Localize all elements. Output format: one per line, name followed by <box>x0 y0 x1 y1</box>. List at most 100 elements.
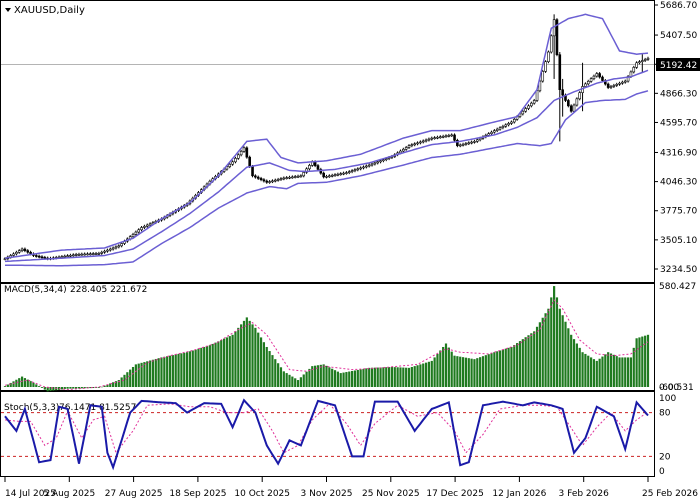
macd-bar <box>436 353 439 387</box>
candle-body <box>638 61 641 64</box>
macd-bar <box>49 387 52 391</box>
candle-body <box>26 250 30 253</box>
macd-bar <box>578 347 581 387</box>
macd-bar <box>453 355 456 387</box>
candle-body <box>80 253 84 256</box>
stoch-tick-label: 0 <box>659 467 665 477</box>
macd-bar <box>262 342 266 387</box>
candle-body <box>592 75 596 80</box>
macd-bar <box>225 337 229 387</box>
candle-body <box>234 158 237 163</box>
candle-body <box>148 223 152 226</box>
macd-bar <box>271 355 274 387</box>
macd-bar <box>294 378 297 387</box>
candle-body <box>15 251 18 255</box>
macd-bar <box>200 347 203 387</box>
macd-bar <box>137 363 140 387</box>
candle-body <box>63 255 67 258</box>
macd-bar <box>513 345 516 387</box>
candle-body <box>507 123 510 126</box>
candle-body <box>510 121 513 124</box>
macd-bar <box>268 351 271 387</box>
macd-bar <box>257 332 260 387</box>
macd-bar <box>231 334 234 387</box>
bollinger-upper-band <box>4 13 649 259</box>
candle-body <box>37 255 41 258</box>
candle-body <box>370 163 374 166</box>
candle-body <box>530 102 533 107</box>
macd-bar <box>473 359 476 387</box>
macd-bar <box>376 367 379 387</box>
candle-body <box>419 141 422 144</box>
bollinger-lower-band <box>5 90 649 267</box>
macd-bar <box>459 356 462 387</box>
macd-bar <box>561 315 564 387</box>
time-tick-label: 25 Feb 2026 <box>642 489 698 499</box>
candle-body <box>399 150 402 154</box>
macd-bar <box>333 370 337 387</box>
macd-bar <box>387 367 391 387</box>
candle-body <box>621 81 624 84</box>
macd-bar <box>442 346 445 387</box>
candle-body <box>490 131 493 134</box>
macd-bar <box>185 352 189 387</box>
candle-body <box>43 257 47 259</box>
macd-bar <box>575 343 578 387</box>
candle-body <box>512 119 516 123</box>
candle-body <box>567 100 570 107</box>
macd-bar <box>177 353 180 387</box>
candle-body <box>117 245 121 248</box>
macd-bar <box>80 387 83 389</box>
macd-bar <box>504 348 507 387</box>
triangle-down-icon[interactable] <box>5 8 11 12</box>
macd-signal-line <box>4 299 649 391</box>
candle-body <box>495 128 499 131</box>
macd-bar <box>487 354 490 387</box>
candle-body <box>296 175 300 178</box>
macd-bar <box>570 334 573 387</box>
macd-bar <box>160 357 163 387</box>
candle-body <box>239 151 243 156</box>
candle-body <box>325 176 328 178</box>
candle-body <box>228 163 232 167</box>
candle-body <box>407 145 411 148</box>
macd-bar <box>248 320 251 387</box>
macd-bar <box>194 349 197 387</box>
macd-bar <box>624 357 627 387</box>
macd-bar <box>527 335 530 387</box>
macd-bar <box>23 378 27 387</box>
macd-bar <box>311 366 314 387</box>
price-pane-border <box>0 0 655 284</box>
macd-bar <box>481 356 485 387</box>
candle-body <box>316 165 320 170</box>
macd-bar <box>296 380 300 387</box>
macd-bar <box>120 377 123 387</box>
candle-body <box>487 133 490 136</box>
macd-bar <box>251 324 254 387</box>
candle-body <box>254 175 257 178</box>
candle-body <box>339 173 343 175</box>
macd-bar <box>69 387 72 389</box>
macd-bar <box>140 362 143 387</box>
current-price-tag: 5192.42 <box>656 58 700 71</box>
time-tick-label: 18 Sep 2025 <box>169 489 226 499</box>
macd-bar <box>359 369 362 387</box>
candle-body <box>404 147 408 150</box>
candle-body <box>384 158 388 160</box>
candle-body <box>29 251 32 255</box>
candle-body <box>606 83 610 88</box>
macd-bar <box>157 358 160 387</box>
candle-body <box>527 105 530 109</box>
macd-bar <box>430 360 433 387</box>
candle-body <box>416 142 419 145</box>
macd-bar <box>518 341 522 387</box>
macd-bar <box>191 350 194 387</box>
macd-bar <box>154 358 157 387</box>
candle-body <box>336 173 340 176</box>
macd-bar <box>439 350 442 387</box>
candle-body <box>373 162 377 165</box>
macd-bar <box>516 343 519 387</box>
macd-bar <box>325 365 328 387</box>
macd-bar <box>245 317 248 387</box>
